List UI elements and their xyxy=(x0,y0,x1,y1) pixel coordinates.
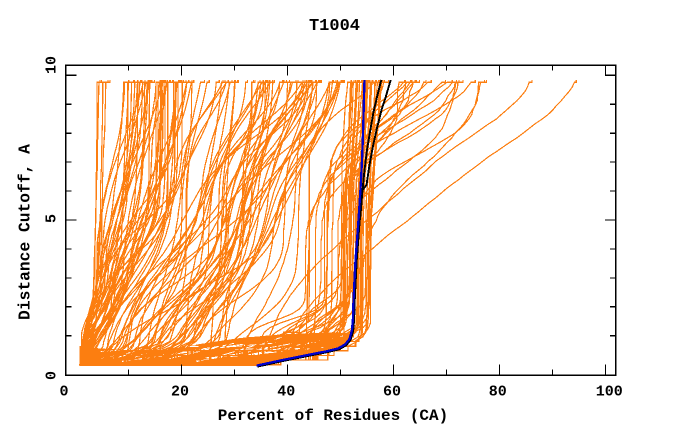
svg-text:100: 100 xyxy=(596,383,623,400)
svg-text:Percent of Residues (CA): Percent of Residues (CA) xyxy=(218,407,448,425)
svg-text:10: 10 xyxy=(43,56,60,74)
svg-text:60: 60 xyxy=(383,383,401,400)
svg-text:5: 5 xyxy=(43,214,60,223)
svg-text:Distance Cutoff, A: Distance Cutoff, A xyxy=(15,144,34,320)
svg-text:80: 80 xyxy=(489,383,507,400)
svg-text:0: 0 xyxy=(59,383,68,400)
svg-text:0: 0 xyxy=(43,371,60,380)
svg-text:40: 40 xyxy=(277,383,295,400)
svg-text:20: 20 xyxy=(171,383,189,400)
svg-text:T1004: T1004 xyxy=(309,17,360,36)
